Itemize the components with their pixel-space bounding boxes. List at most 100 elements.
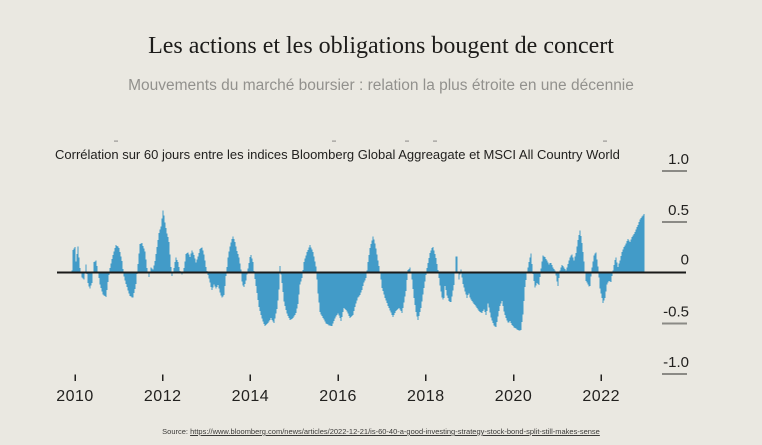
correlation-bar [276,272,278,309]
source-link[interactable]: https://www.bloomberg.com/news/articles/… [190,427,600,436]
correlation-bar [93,262,95,273]
correlation-bar [371,240,373,273]
correlation-bar [608,272,610,281]
correlation-bar [380,272,382,280]
correlation-bar [465,272,467,295]
correlation-bar [590,272,592,277]
correlation-bar [594,253,596,273]
correlation-bar [319,272,321,312]
correlation-bar [313,256,315,273]
correlation-bar [222,272,224,297]
correlation-bar [290,272,292,320]
correlation-bar [226,266,228,273]
correlation-bar [375,248,377,273]
correlation-bar [443,272,445,299]
correlation-bar [305,255,307,273]
x-axis-tick [600,374,602,381]
correlation-bar [467,272,469,296]
correlation-bar [184,261,186,273]
correlation-bar [588,272,590,287]
correlation-bar [599,272,601,289]
correlation-bar [553,268,555,273]
correlation-bar [309,245,311,273]
correlation-bar [85,264,87,273]
correlation-bar [229,246,231,273]
correlation-bar [613,264,615,273]
correlation-bar [270,272,272,319]
correlation-bar [162,210,164,273]
correlation-bar [107,272,109,282]
correlation-bar [177,262,179,273]
correlation-bar [130,272,132,297]
correlation-bar [514,272,516,329]
correlation-bar [231,238,233,273]
correlation-bar [74,247,76,273]
correlation-bar [316,272,318,280]
correlation-bar [535,272,537,286]
correlation-bar [260,272,262,316]
correlation-bar [609,272,611,282]
correlation-bar [506,272,508,321]
correlation-bar [262,272,264,322]
correlation-bar [572,257,574,273]
x-axis-label: 2012 [144,388,182,405]
correlation-bar [603,272,605,301]
correlation-bar [329,272,331,326]
correlation-bar [323,272,325,320]
correlation-bar [211,272,213,291]
correlation-bar [83,272,85,280]
correlation-bar [460,269,462,273]
correlation-bar [185,254,187,273]
correlation-bar [551,265,553,273]
correlation-bar [610,272,612,282]
correlation-bar [79,268,81,273]
correlation-bar [328,272,330,326]
correlation-bar [445,272,447,290]
correlation-bar [604,272,606,299]
correlation-bar [404,272,406,297]
correlation-bar [123,272,125,277]
correlation-bar [220,272,222,296]
correlation-bar [289,272,291,321]
correlation-bar [418,272,420,316]
correlation-bar [349,272,351,319]
correlation-bar [637,224,639,273]
correlation-bar [441,272,443,298]
correlation-bar [461,272,463,278]
correlation-bar [470,272,472,300]
correlation-bar [398,272,400,309]
correlation-bar [636,227,638,273]
correlation-bar [455,256,457,273]
correlation-bar [484,272,486,312]
correlation-bar [361,272,363,290]
correlation-bar [605,272,607,292]
correlation-bar [171,272,173,277]
correlation-bar [135,272,137,285]
zero-axis-line [57,271,686,274]
correlation-bar [256,272,258,293]
correlation-bar [620,255,622,273]
correlation-bar [353,272,355,312]
correlation-bar [237,254,239,273]
correlation-bar [483,272,485,310]
x-axis-tick [249,374,252,381]
correlation-bar [555,272,557,276]
correlation-bar [639,219,641,273]
correlation-bar [126,272,128,288]
correlation-bar [267,272,269,324]
correlation-bar [489,272,491,313]
correlation-bar [303,262,305,273]
correlation-bar [287,272,289,316]
correlation-bar [425,272,427,275]
correlation-bar [284,272,286,307]
stray-mark [332,140,336,142]
correlation-bar [150,267,152,273]
correlation-bar [208,272,210,279]
correlation-bar [322,272,324,318]
correlation-bar [563,267,565,273]
correlation-bar [278,272,280,290]
correlation-bar [192,252,194,273]
correlation-bar [288,272,290,319]
correlation-bar [350,272,352,318]
correlation-bar [508,272,510,323]
